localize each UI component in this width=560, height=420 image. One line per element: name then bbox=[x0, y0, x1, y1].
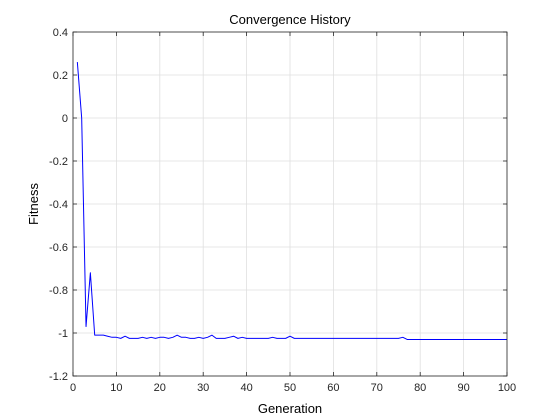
y-tick-label: -1.2 bbox=[49, 371, 68, 383]
x-tick-label: 20 bbox=[154, 382, 166, 394]
x-tick-label: 80 bbox=[414, 382, 426, 394]
x-tick-labels: 0 10 20 30 40 50 60 70 80 90 100 bbox=[70, 382, 516, 394]
x-tick-label: 10 bbox=[110, 382, 122, 394]
fitness-line bbox=[76, 62, 507, 340]
y-tick-label: -1 bbox=[58, 328, 68, 340]
x-tick-label: 70 bbox=[371, 382, 383, 394]
y-tick-label: 0.4 bbox=[53, 27, 68, 39]
x-axis-label: Generation bbox=[258, 401, 322, 416]
x-tick-label: 50 bbox=[284, 382, 296, 394]
y-tick-label: -0.6 bbox=[49, 242, 68, 254]
y-tick-label: -0.8 bbox=[49, 285, 68, 297]
x-tick-label: 60 bbox=[327, 382, 339, 394]
x-tick-label: 40 bbox=[240, 382, 252, 394]
series-layer bbox=[76, 62, 507, 340]
y-tick-label: -0.4 bbox=[49, 199, 68, 211]
y-tick-labels: 0.4 0.2 0 -0.2 -0.4 -0.6 -0.8 -1 -1.2 bbox=[49, 27, 68, 383]
x-tick-label: 0 bbox=[70, 382, 76, 394]
ticks bbox=[72, 31, 508, 377]
y-tick-label: 0 bbox=[62, 113, 68, 125]
y-tick-label: -0.2 bbox=[49, 156, 68, 168]
x-tick-label: 30 bbox=[197, 382, 209, 394]
y-axis-label: Fitness bbox=[26, 183, 41, 225]
x-tick-label: 90 bbox=[457, 382, 469, 394]
chart-title: Convergence History bbox=[229, 12, 351, 27]
x-tick-label: 100 bbox=[498, 382, 516, 394]
y-tick-label: 0.2 bbox=[53, 70, 68, 82]
